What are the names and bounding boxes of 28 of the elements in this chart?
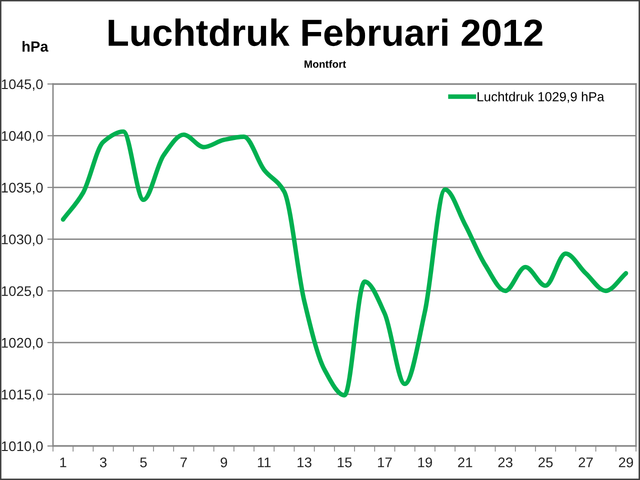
y-tick-label: 1010,0 xyxy=(2,441,43,453)
x-tick-label: 19 xyxy=(418,457,432,468)
y-tick-label: 1020,0 xyxy=(2,338,43,350)
line-series xyxy=(60,129,628,398)
chart-subtitle: Montfort xyxy=(304,60,346,68)
x-tick-label: 17 xyxy=(378,458,392,468)
x-tick-label: 3 xyxy=(100,457,107,468)
x-tick-label: 5 xyxy=(140,458,147,468)
x-tick-label: 25 xyxy=(538,457,553,468)
x-tick-label: 23 xyxy=(498,457,512,468)
x-tick-label: 27 xyxy=(578,457,593,468)
y-tick-label: 1040,0 xyxy=(2,131,43,143)
x-tick-label: 13 xyxy=(298,457,312,468)
x-tick-label: 21 xyxy=(458,457,472,468)
y-tick-label: 1030,0 xyxy=(2,234,43,246)
x-tick-label: 15 xyxy=(338,458,352,468)
x-tick-label: 29 xyxy=(618,457,634,468)
y-tick-label: 1015,0 xyxy=(2,390,43,402)
x-tick-label: 9 xyxy=(220,457,228,468)
y-tick-label: 1035,0 xyxy=(2,182,43,194)
y-axis-title: hPa xyxy=(22,41,48,52)
y-tick-label: 1045,0 xyxy=(2,79,43,91)
legend-label: Luchtdruk 1029,9 hPa xyxy=(478,92,604,103)
x-tick-label: 1 xyxy=(60,458,66,468)
chart-title: Luchtdruk Februari 2012 xyxy=(108,18,542,46)
x-tick-label: 7 xyxy=(180,458,187,468)
y-tick-label: 1025,0 xyxy=(2,286,43,298)
x-tick-label: 11 xyxy=(258,458,271,468)
